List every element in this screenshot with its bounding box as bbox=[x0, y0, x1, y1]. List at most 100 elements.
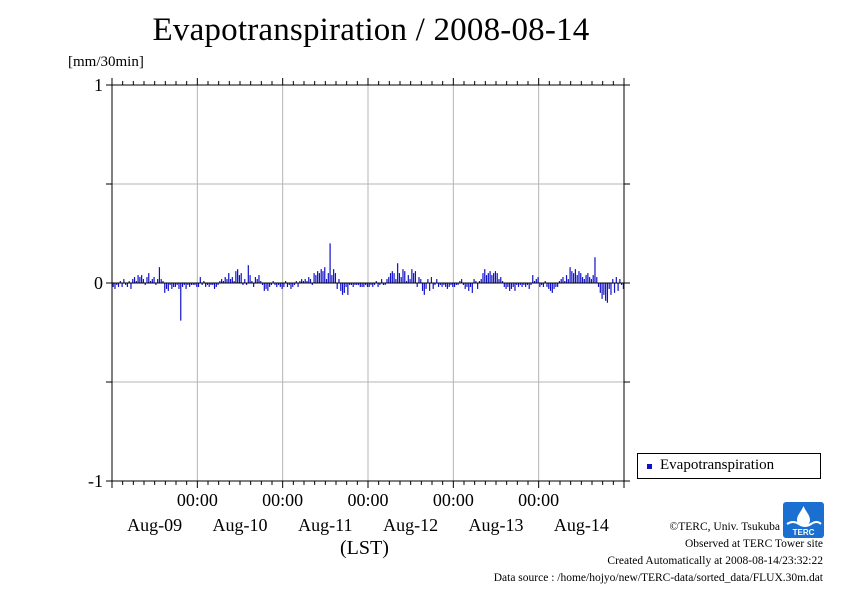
data-bar bbox=[564, 281, 566, 283]
data-bar bbox=[125, 283, 127, 285]
data-bar bbox=[622, 283, 625, 289]
data-bar bbox=[190, 283, 193, 285]
data-bar bbox=[292, 283, 294, 287]
data-bar bbox=[439, 283, 441, 285]
data-bar bbox=[334, 273, 337, 283]
data-bar bbox=[475, 281, 477, 283]
bars-layer bbox=[112, 243, 625, 321]
y-unit-label: [mm/30min] bbox=[68, 54, 144, 70]
data-bar bbox=[480, 279, 482, 283]
data-bar bbox=[388, 277, 390, 283]
data-bar bbox=[212, 283, 214, 285]
data-bar bbox=[565, 275, 568, 283]
data-bar bbox=[240, 273, 242, 283]
data-bar bbox=[325, 279, 328, 283]
data-bar bbox=[197, 283, 200, 287]
data-bar bbox=[429, 283, 431, 291]
data-bar bbox=[571, 271, 573, 283]
data-bar bbox=[617, 283, 619, 291]
data-bar bbox=[210, 283, 212, 285]
data-bar bbox=[375, 281, 377, 283]
data-bar bbox=[299, 281, 301, 283]
data-bar bbox=[400, 277, 402, 283]
data-bar bbox=[324, 267, 326, 283]
data-bar bbox=[452, 283, 454, 287]
data-bar bbox=[619, 279, 621, 283]
data-bar bbox=[139, 277, 141, 283]
data-bar bbox=[288, 283, 290, 285]
data-bar bbox=[432, 283, 434, 289]
data-bar bbox=[484, 269, 486, 283]
data-bar bbox=[605, 283, 607, 301]
data-bar bbox=[245, 283, 248, 285]
data-bar bbox=[293, 283, 296, 285]
data-bar bbox=[141, 275, 143, 283]
data-bar bbox=[146, 277, 148, 283]
data-bar bbox=[427, 279, 429, 283]
data-bar bbox=[613, 283, 616, 293]
data-bar bbox=[418, 277, 420, 283]
data-bar bbox=[397, 263, 399, 283]
data-bar bbox=[421, 283, 424, 291]
data-bar bbox=[311, 283, 313, 285]
data-bar bbox=[290, 283, 292, 289]
data-bar bbox=[445, 283, 447, 287]
data-bar bbox=[347, 283, 349, 295]
data-bar bbox=[301, 279, 303, 283]
data-bar bbox=[576, 275, 578, 283]
data-bar bbox=[496, 273, 498, 283]
data-bar bbox=[117, 283, 120, 287]
data-bar bbox=[603, 283, 605, 295]
data-bar bbox=[510, 283, 513, 289]
data-bar bbox=[393, 273, 395, 283]
data-bar bbox=[373, 283, 376, 285]
x-date-label: Aug-11 bbox=[298, 515, 352, 535]
data-bar bbox=[269, 283, 271, 287]
data-bar bbox=[521, 283, 523, 287]
data-bar bbox=[226, 279, 228, 283]
data-bar bbox=[258, 275, 260, 283]
data-bar bbox=[533, 281, 536, 283]
data-bar bbox=[336, 283, 338, 289]
data-bar bbox=[304, 279, 306, 283]
data-bar bbox=[441, 283, 443, 287]
data-bar bbox=[377, 283, 379, 287]
y-tick-label: 1 bbox=[94, 75, 103, 95]
data-bar bbox=[530, 283, 532, 285]
data-bar bbox=[585, 275, 587, 283]
x-time-label: 00:00 bbox=[262, 490, 303, 510]
data-bar bbox=[578, 271, 580, 283]
data-bar bbox=[372, 283, 374, 287]
data-bar bbox=[224, 277, 226, 283]
data-bar bbox=[464, 283, 466, 289]
data-bar bbox=[583, 279, 585, 283]
data-bar bbox=[169, 283, 171, 285]
data-bar bbox=[391, 271, 393, 283]
data-bar bbox=[361, 283, 363, 287]
data-bar bbox=[130, 283, 132, 289]
data-bar bbox=[267, 283, 269, 291]
data-bar bbox=[384, 283, 386, 285]
data-bar bbox=[228, 273, 230, 283]
data-bar bbox=[601, 283, 603, 299]
data-bar bbox=[354, 283, 356, 285]
data-bar bbox=[341, 283, 344, 295]
data-bar bbox=[249, 275, 251, 283]
data-bar bbox=[237, 269, 239, 283]
data-bar bbox=[196, 283, 198, 287]
data-bar bbox=[548, 283, 550, 289]
data-bar bbox=[581, 277, 584, 283]
data-bar bbox=[254, 277, 257, 283]
data-bar bbox=[167, 283, 169, 291]
data-bar bbox=[338, 279, 340, 283]
data-bar bbox=[443, 283, 445, 285]
data-bar bbox=[544, 281, 546, 283]
data-bar bbox=[436, 279, 438, 283]
data-bar bbox=[194, 283, 196, 285]
data-bar bbox=[329, 243, 331, 283]
data-bar bbox=[589, 277, 591, 283]
data-bar bbox=[382, 283, 385, 285]
data-bar bbox=[407, 275, 409, 283]
data-bar bbox=[546, 283, 548, 287]
